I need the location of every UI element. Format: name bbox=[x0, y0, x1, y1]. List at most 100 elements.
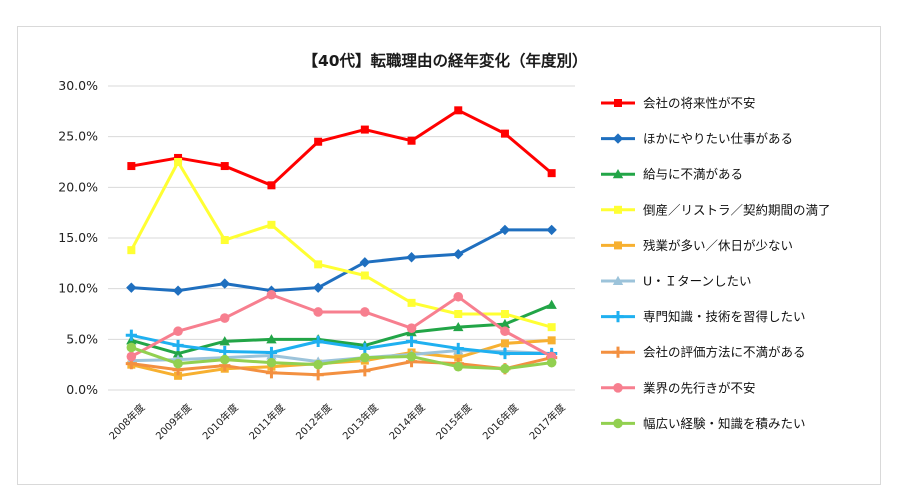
data-point bbox=[314, 260, 323, 269]
y-tick-label: 0.0% bbox=[66, 382, 98, 397]
legend-item: 業界の先行きが不安 bbox=[601, 380, 756, 395]
data-point bbox=[174, 158, 183, 166]
data-point bbox=[126, 351, 137, 362]
series-line bbox=[130, 293, 553, 358]
legend-item: 会社の評価方法に不満がある bbox=[601, 345, 806, 360]
series-6 bbox=[125, 329, 558, 360]
data-point bbox=[500, 129, 509, 138]
legend-item: 残業が多い／休日が少ない bbox=[601, 238, 793, 253]
legend-item: U・Ｉターンしたい bbox=[601, 274, 752, 289]
legend-label: 専門知識・技術を習得したい bbox=[643, 309, 806, 324]
data-point bbox=[406, 351, 417, 362]
data-point bbox=[546, 224, 557, 236]
data-point bbox=[547, 336, 556, 345]
data-point bbox=[125, 329, 137, 341]
data-point bbox=[500, 326, 510, 337]
data-point bbox=[360, 125, 369, 134]
y-axis: 0.0% 5.0% 10.0% 15.0% 20.0% 25.0% 30.0% bbox=[58, 78, 98, 397]
legend-label: 残業が多い／休日が少ない bbox=[643, 238, 793, 253]
legend-item: 会社の将来性が不安 bbox=[601, 96, 756, 111]
x-axis: 2008年度 2009年度 2010年度 2011年度 2012年度 2013年度 2014… bbox=[106, 401, 568, 442]
x-tick-label: 2009年度 bbox=[153, 401, 194, 442]
data-point bbox=[546, 357, 557, 368]
legend-label: 業界の先行きが不安 bbox=[643, 380, 756, 395]
x-tick-label: 2010年度 bbox=[200, 401, 241, 442]
data-point bbox=[454, 106, 463, 115]
data-point bbox=[547, 169, 556, 178]
data-point bbox=[499, 224, 511, 236]
series-line bbox=[131, 356, 552, 377]
data-point bbox=[126, 342, 137, 353]
data-point bbox=[266, 334, 277, 344]
data-point bbox=[173, 326, 183, 337]
data-point bbox=[174, 371, 183, 380]
legend-marker bbox=[612, 133, 624, 144]
data-point bbox=[453, 321, 464, 332]
y-tick-label: 25.0% bbox=[58, 129, 98, 144]
data-point bbox=[359, 365, 371, 377]
data-point bbox=[454, 353, 463, 362]
x-tick-label: 2011年度 bbox=[246, 401, 287, 442]
data-point bbox=[267, 181, 276, 190]
series-line bbox=[130, 346, 552, 371]
chart-title: 【40代】転職理由の経年変化（年度別） bbox=[302, 51, 587, 70]
data-point bbox=[453, 291, 464, 302]
legend-item: 給与に不満がある bbox=[601, 167, 743, 182]
legend-marker bbox=[612, 311, 624, 323]
x-tick-label: 2014年度 bbox=[386, 401, 427, 442]
data-point bbox=[313, 307, 323, 317]
x-tick-label: 2017年度 bbox=[526, 401, 567, 442]
data-point bbox=[312, 335, 324, 347]
series-7 bbox=[125, 351, 558, 381]
data-point bbox=[265, 367, 278, 379]
data-point bbox=[219, 354, 230, 365]
data-point bbox=[127, 162, 136, 171]
y-tick-label: 10.0% bbox=[58, 281, 98, 296]
data-point bbox=[313, 359, 323, 370]
data-point bbox=[219, 313, 230, 323]
data-point bbox=[547, 323, 556, 332]
data-point bbox=[453, 249, 464, 260]
legend-label: U・Ｉターンしたい bbox=[643, 274, 752, 289]
data-point bbox=[406, 252, 417, 263]
data-point bbox=[266, 357, 277, 368]
data-point bbox=[359, 342, 371, 355]
data-point bbox=[267, 220, 276, 229]
legend-marker bbox=[614, 99, 622, 107]
data-point bbox=[312, 282, 324, 293]
legend-label: ほかにやりたい仕事がある bbox=[643, 131, 793, 146]
data-point bbox=[453, 361, 464, 372]
data-point bbox=[406, 323, 417, 333]
series-9 bbox=[126, 342, 557, 374]
data-point bbox=[174, 153, 183, 162]
data-point bbox=[173, 358, 183, 369]
x-tick-label: 2015年度 bbox=[433, 401, 474, 442]
legend-marker bbox=[613, 418, 623, 429]
data-point bbox=[220, 162, 229, 171]
data-point bbox=[500, 363, 510, 374]
legend-item: 倒産／リストラ／契約期間の満了 bbox=[601, 202, 831, 217]
x-tick-label: 2013年度 bbox=[340, 401, 381, 442]
data-point bbox=[266, 289, 277, 300]
y-tick-label: 20.0% bbox=[58, 179, 98, 194]
legend-item: 専門知識・技術を習得したい bbox=[601, 309, 806, 324]
legend-item: ほかにやりたい仕事がある bbox=[601, 131, 793, 146]
data-point bbox=[452, 342, 464, 355]
series-line bbox=[131, 108, 553, 187]
legend-marker bbox=[614, 241, 622, 250]
legend-label: 会社の将来性が不安 bbox=[643, 96, 756, 111]
y-tick-label: 30.0% bbox=[58, 78, 98, 93]
data-point bbox=[220, 236, 229, 245]
series-group bbox=[125, 106, 558, 381]
data-point bbox=[172, 285, 184, 296]
legend-marker bbox=[614, 205, 622, 214]
legend-marker bbox=[612, 346, 624, 358]
data-point bbox=[405, 335, 418, 347]
data-point bbox=[360, 271, 369, 280]
legend-marker bbox=[612, 275, 624, 285]
data-point bbox=[454, 310, 463, 318]
data-point bbox=[407, 136, 416, 145]
series-1 bbox=[126, 224, 557, 296]
data-point bbox=[499, 318, 511, 329]
